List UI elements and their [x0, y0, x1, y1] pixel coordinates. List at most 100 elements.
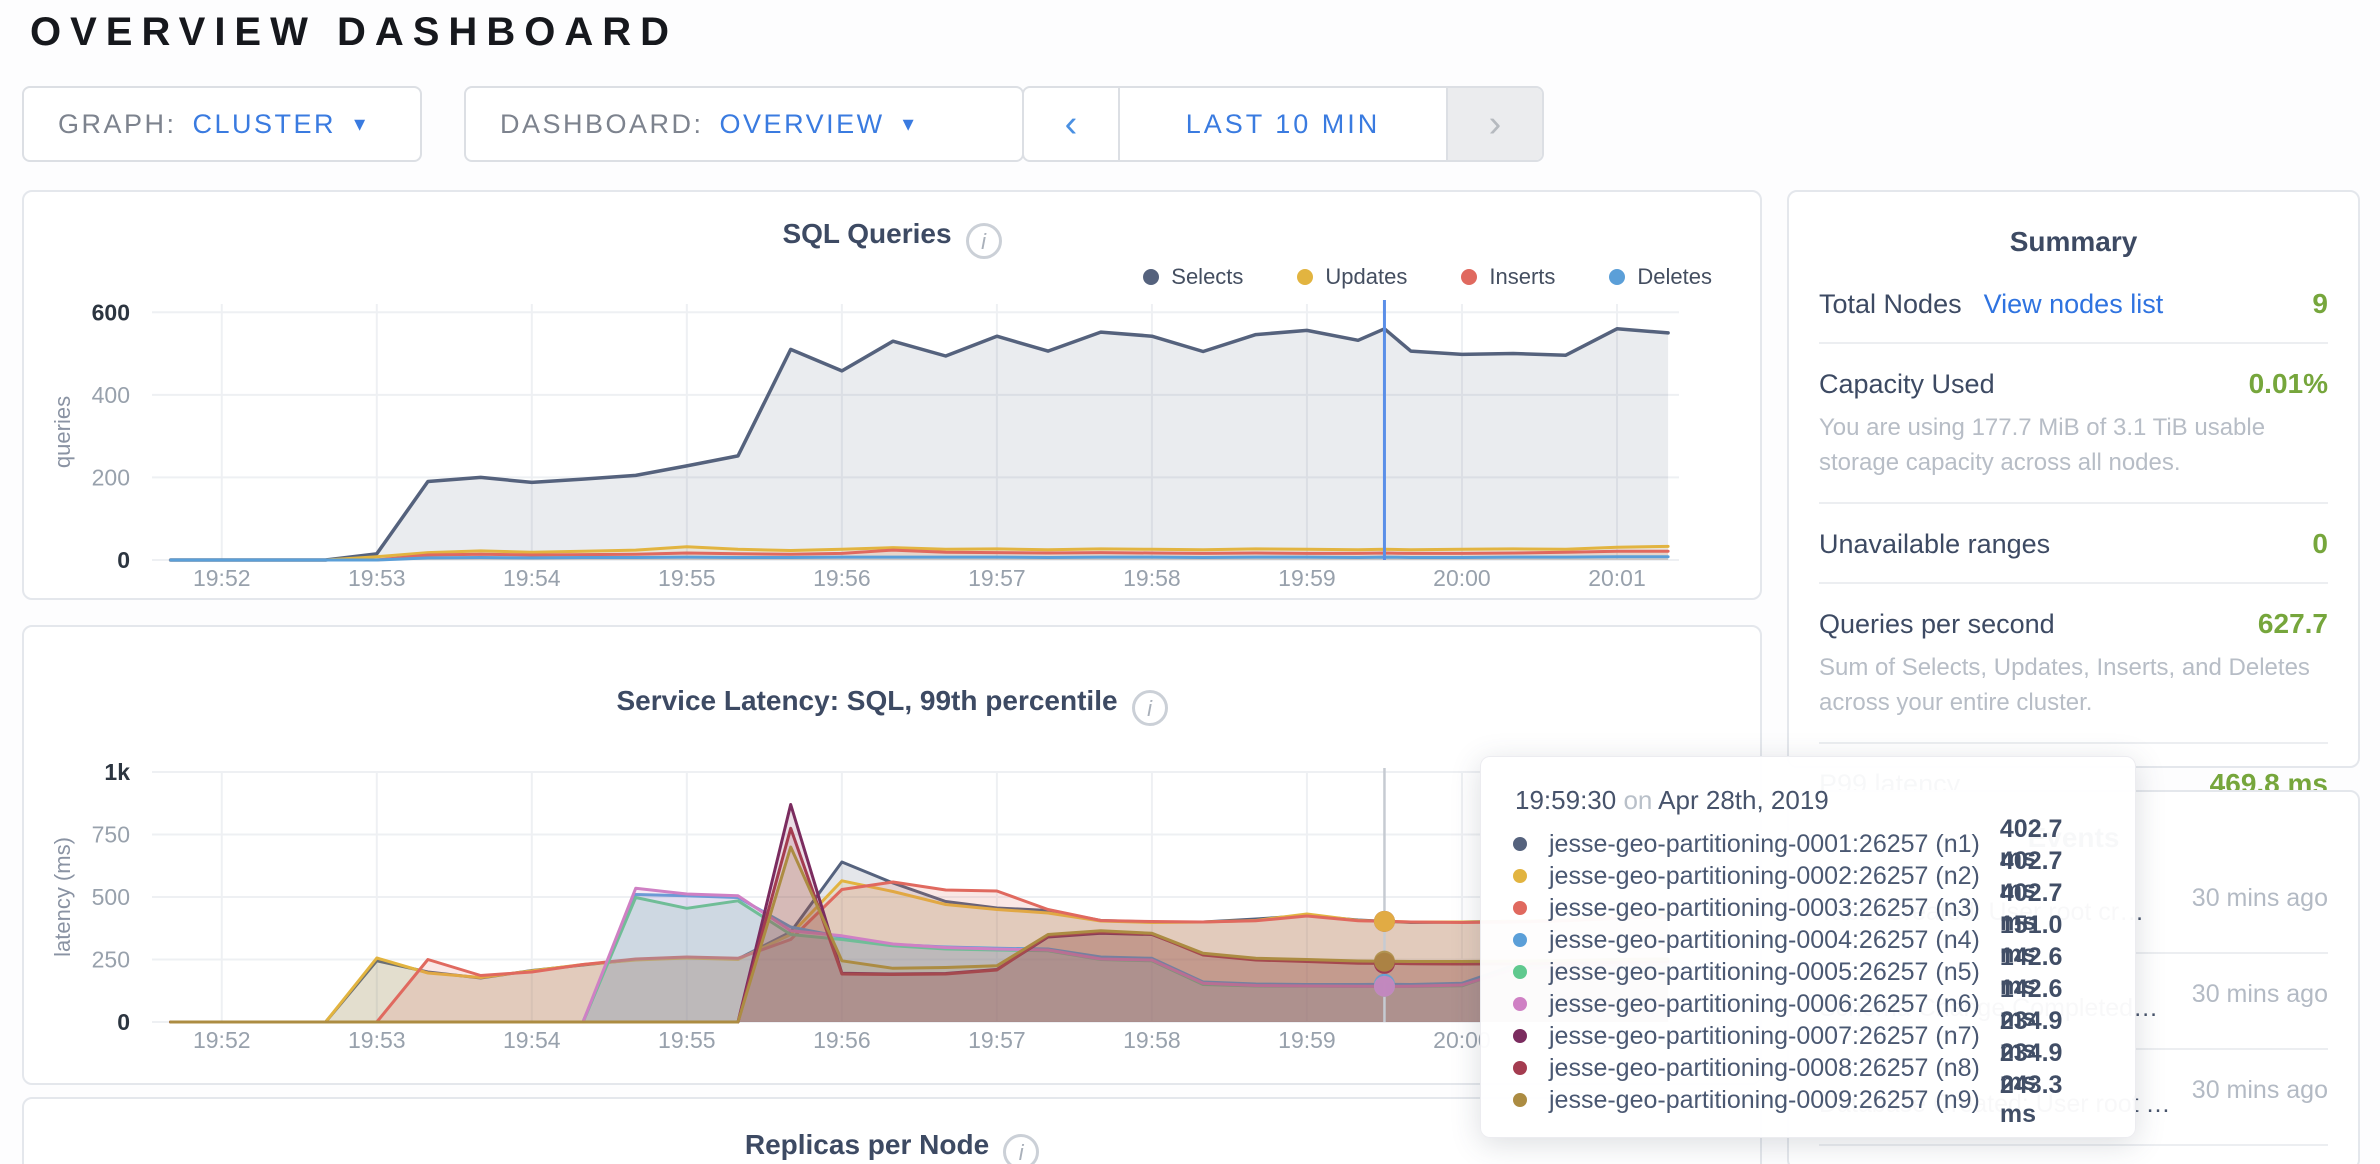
tooltip-node-name: jesse-geo-partitioning-0004:26257 (n4): [1549, 925, 1980, 954]
tooltip-node-name: jesse-geo-partitioning-0008:26257 (n8): [1549, 1053, 1980, 1082]
tooltip-node-value: 142.6 ms: [1999, 943, 2063, 1000]
summary-title: Summary: [2009, 226, 2138, 257]
replicas-per-node-title-text: Replicas per Node: [744, 1129, 990, 1160]
info-icon[interactable]: i: [965, 223, 1002, 259]
sql-queries-ytick: 600: [92, 299, 130, 325]
tooltip-node-name: jesse-geo-partitioning-0007:26257 (n7): [1549, 1021, 1980, 1050]
summary-row-unavailable-ranges: Unavailable ranges 0: [1819, 504, 2328, 584]
tooltip-rows: jesse-geo-partitioning-0001:26257 (n1) 40…: [1513, 815, 2103, 1128]
tooltip-node-name: jesse-geo-partitioning-0006:26257 (n6): [1549, 989, 1980, 1018]
queries-per-second-subtext: Sum of Selects, Updates, Inserts, and De…: [1819, 654, 2310, 716]
service-latency-hover-dot-6: [1373, 975, 1395, 997]
summary-body: Total Nodes View nodes list 9 Capacity U…: [1789, 264, 2358, 822]
sql-queries-ytick: 200: [92, 464, 130, 490]
series-dot-icon: [1513, 997, 1527, 1011]
tooltip-row: jesse-geo-partitioning-0003:26257 (n3) 40…: [1513, 879, 2103, 936]
service-latency-xtick: 19:56: [813, 1027, 871, 1053]
info-icon[interactable]: i: [1003, 1134, 1040, 1164]
tooltip-node-name: jesse-geo-partitioning-0005:26257 (n5): [1549, 957, 1980, 986]
view-nodes-list-link[interactable]: View nodes list: [1983, 289, 2164, 319]
sql-queries-ytick: 400: [92, 382, 130, 408]
tooltip-node-name: jesse-geo-partitioning-0003:26257 (n3): [1549, 893, 1980, 922]
legend-label: Updates: [1325, 264, 1408, 289]
chart-hover-tooltip: 19:59:30 on Apr 28th, 2019 jesse-geo-par…: [1480, 756, 2136, 1138]
replicas-per-node-title: Replicas per Node i: [24, 1129, 1760, 1164]
sql-queries-xtick: 19:56: [813, 565, 871, 591]
series-dot-icon: [1513, 1029, 1527, 1043]
service-latency-area-9: [170, 847, 1669, 1022]
tooltip-node-value: 142.6 ms: [1999, 975, 2063, 1032]
tooltip-date: Apr 28th, 2019: [1658, 785, 1829, 815]
event-time: 30 mins ago: [2191, 1076, 2328, 1104]
service-latency-area-6: [170, 888, 1669, 1022]
time-window-next-button[interactable]: ›: [1446, 88, 1542, 160]
graph-dropdown-value: CLUSTER: [192, 108, 337, 139]
tooltip-row: jesse-geo-partitioning-0001:26257 (n1) 40…: [1513, 815, 2103, 872]
series-dot-icon: [1513, 965, 1527, 979]
sql-queries-xtick: 19:57: [968, 565, 1026, 591]
time-window-prev-button[interactable]: ‹: [1024, 88, 1120, 160]
sql-queries-xtick: 19:52: [193, 565, 251, 591]
service-latency-ytick: 250: [92, 947, 130, 973]
sql-queries-xtick: 19:59: [1278, 565, 1336, 591]
sql-queries-chart[interactable]: 0 200 400 600 19:52 19:53 19:54 19:55 19:56 19:57…: [24, 192, 1760, 598]
tooltip-row: jesse-geo-partitioning-0005:26257 (n5) 14…: [1513, 943, 2103, 1000]
event-time: 30 mins ago: [2191, 980, 2328, 1008]
service-latency-hover-dots: [1373, 910, 1395, 997]
dashboard-dropdown-label: DASHBOARD:: [500, 108, 704, 139]
sql-queries-xtick: 19:58: [1123, 565, 1181, 591]
sql-queries-series: [168, 327, 1670, 562]
tooltip-node-name: jesse-geo-partitioning-0001:26257 (n1): [1549, 829, 1980, 858]
service-latency-xtick: 19:55: [658, 1027, 716, 1053]
service-latency-panel: Service Latency: SQL, 99th percentile i 0…: [22, 625, 1762, 1085]
sql-queries-line-4: [169, 555, 1670, 562]
sql-queries-xtick: 20:01: [1588, 565, 1646, 591]
sql-queries-xtick: 19:53: [348, 565, 406, 591]
page-title: OVERVIEW DASHBOARD: [30, 10, 678, 54]
legend-item-selects[interactable]: Selects: [1143, 264, 1243, 290]
capacity-used-subtext: You are using 177.7 MiB of 3.1 TiB usabl…: [1819, 414, 2266, 476]
graph-dropdown[interactable]: GRAPH: CLUSTER ▾: [22, 86, 422, 162]
sql-queries-line-3: [169, 548, 1670, 562]
sql-queries-panel: SQL Queries i Selects Updates Inserts Delete…: [22, 190, 1762, 600]
service-latency-xtick: 19:54: [503, 1027, 561, 1053]
series-dot-icon: [1513, 901, 1527, 915]
legend-item-inserts[interactable]: Inserts: [1461, 264, 1555, 290]
tooltip-row: jesse-geo-partitioning-0008:26257 (n8) 23…: [1513, 1039, 2103, 1096]
tooltip-node-value: 402.7 ms: [1999, 815, 2063, 872]
sql-queries-line-1: [168, 327, 1670, 562]
graph-dropdown-label: GRAPH:: [58, 108, 177, 139]
legend-item-updates[interactable]: Updates: [1297, 264, 1407, 290]
service-latency-chart[interactable]: 0 250 500 750 1k 19:52 19:53 19:54 19:55 19:56 19:…: [24, 627, 1760, 1083]
total-nodes-label: Total Nodes: [1819, 289, 1962, 319]
time-window-selector: ‹ LAST 10 MIN ›: [1022, 86, 1544, 162]
service-latency-ytick: 750: [92, 822, 130, 848]
sql-queries-ylabel: queries: [50, 396, 75, 468]
tooltip-row: jesse-geo-partitioning-0006:26257 (n6) 14…: [1513, 975, 2103, 1032]
service-latency-title: Service Latency: SQL, 99th percentile i: [24, 685, 1760, 726]
service-latency-ytick: 0: [117, 1009, 130, 1035]
event-row[interactable]: Table Created: User root cr… 30 mins ago: [1819, 1146, 2328, 1164]
service-latency-xtick: 19:52: [193, 1027, 251, 1053]
dashboard-dropdown[interactable]: DASHBOARD: OVERVIEW ▾: [464, 86, 1024, 162]
series-dot-icon: [1513, 837, 1527, 851]
chevron-down-icon: ▾: [902, 111, 917, 136]
capacity-used-value: 0.01%: [2248, 368, 2328, 399]
sql-queries-legend: Selects Updates Inserts Deletes: [1143, 264, 1712, 290]
legend-label: Deletes: [1637, 264, 1712, 289]
info-icon[interactable]: i: [1131, 690, 1168, 726]
service-latency-ylabel: latency (ms): [50, 837, 75, 957]
service-latency-hover-dot-9: [1373, 950, 1395, 972]
series-dot-icon: [1513, 933, 1527, 947]
service-latency-line-9: [169, 845, 1670, 1024]
tooltip-on-word: on: [1623, 785, 1653, 815]
legend-dot-icon: [1609, 269, 1626, 285]
service-latency-area-4: [170, 894, 1669, 1022]
service-latency-area-5: [170, 897, 1669, 1022]
service-latency-line-3: [169, 880, 1670, 1024]
tooltip-node-value: 402.7 ms: [1999, 847, 2063, 904]
replicas-per-node-panel: Replicas per Node i: [22, 1097, 1762, 1164]
tooltip-node-value: 243.3 ms: [1999, 1071, 2063, 1128]
time-window-label[interactable]: LAST 10 MIN: [1185, 108, 1381, 139]
legend-item-deletes[interactable]: Deletes: [1609, 264, 1712, 290]
